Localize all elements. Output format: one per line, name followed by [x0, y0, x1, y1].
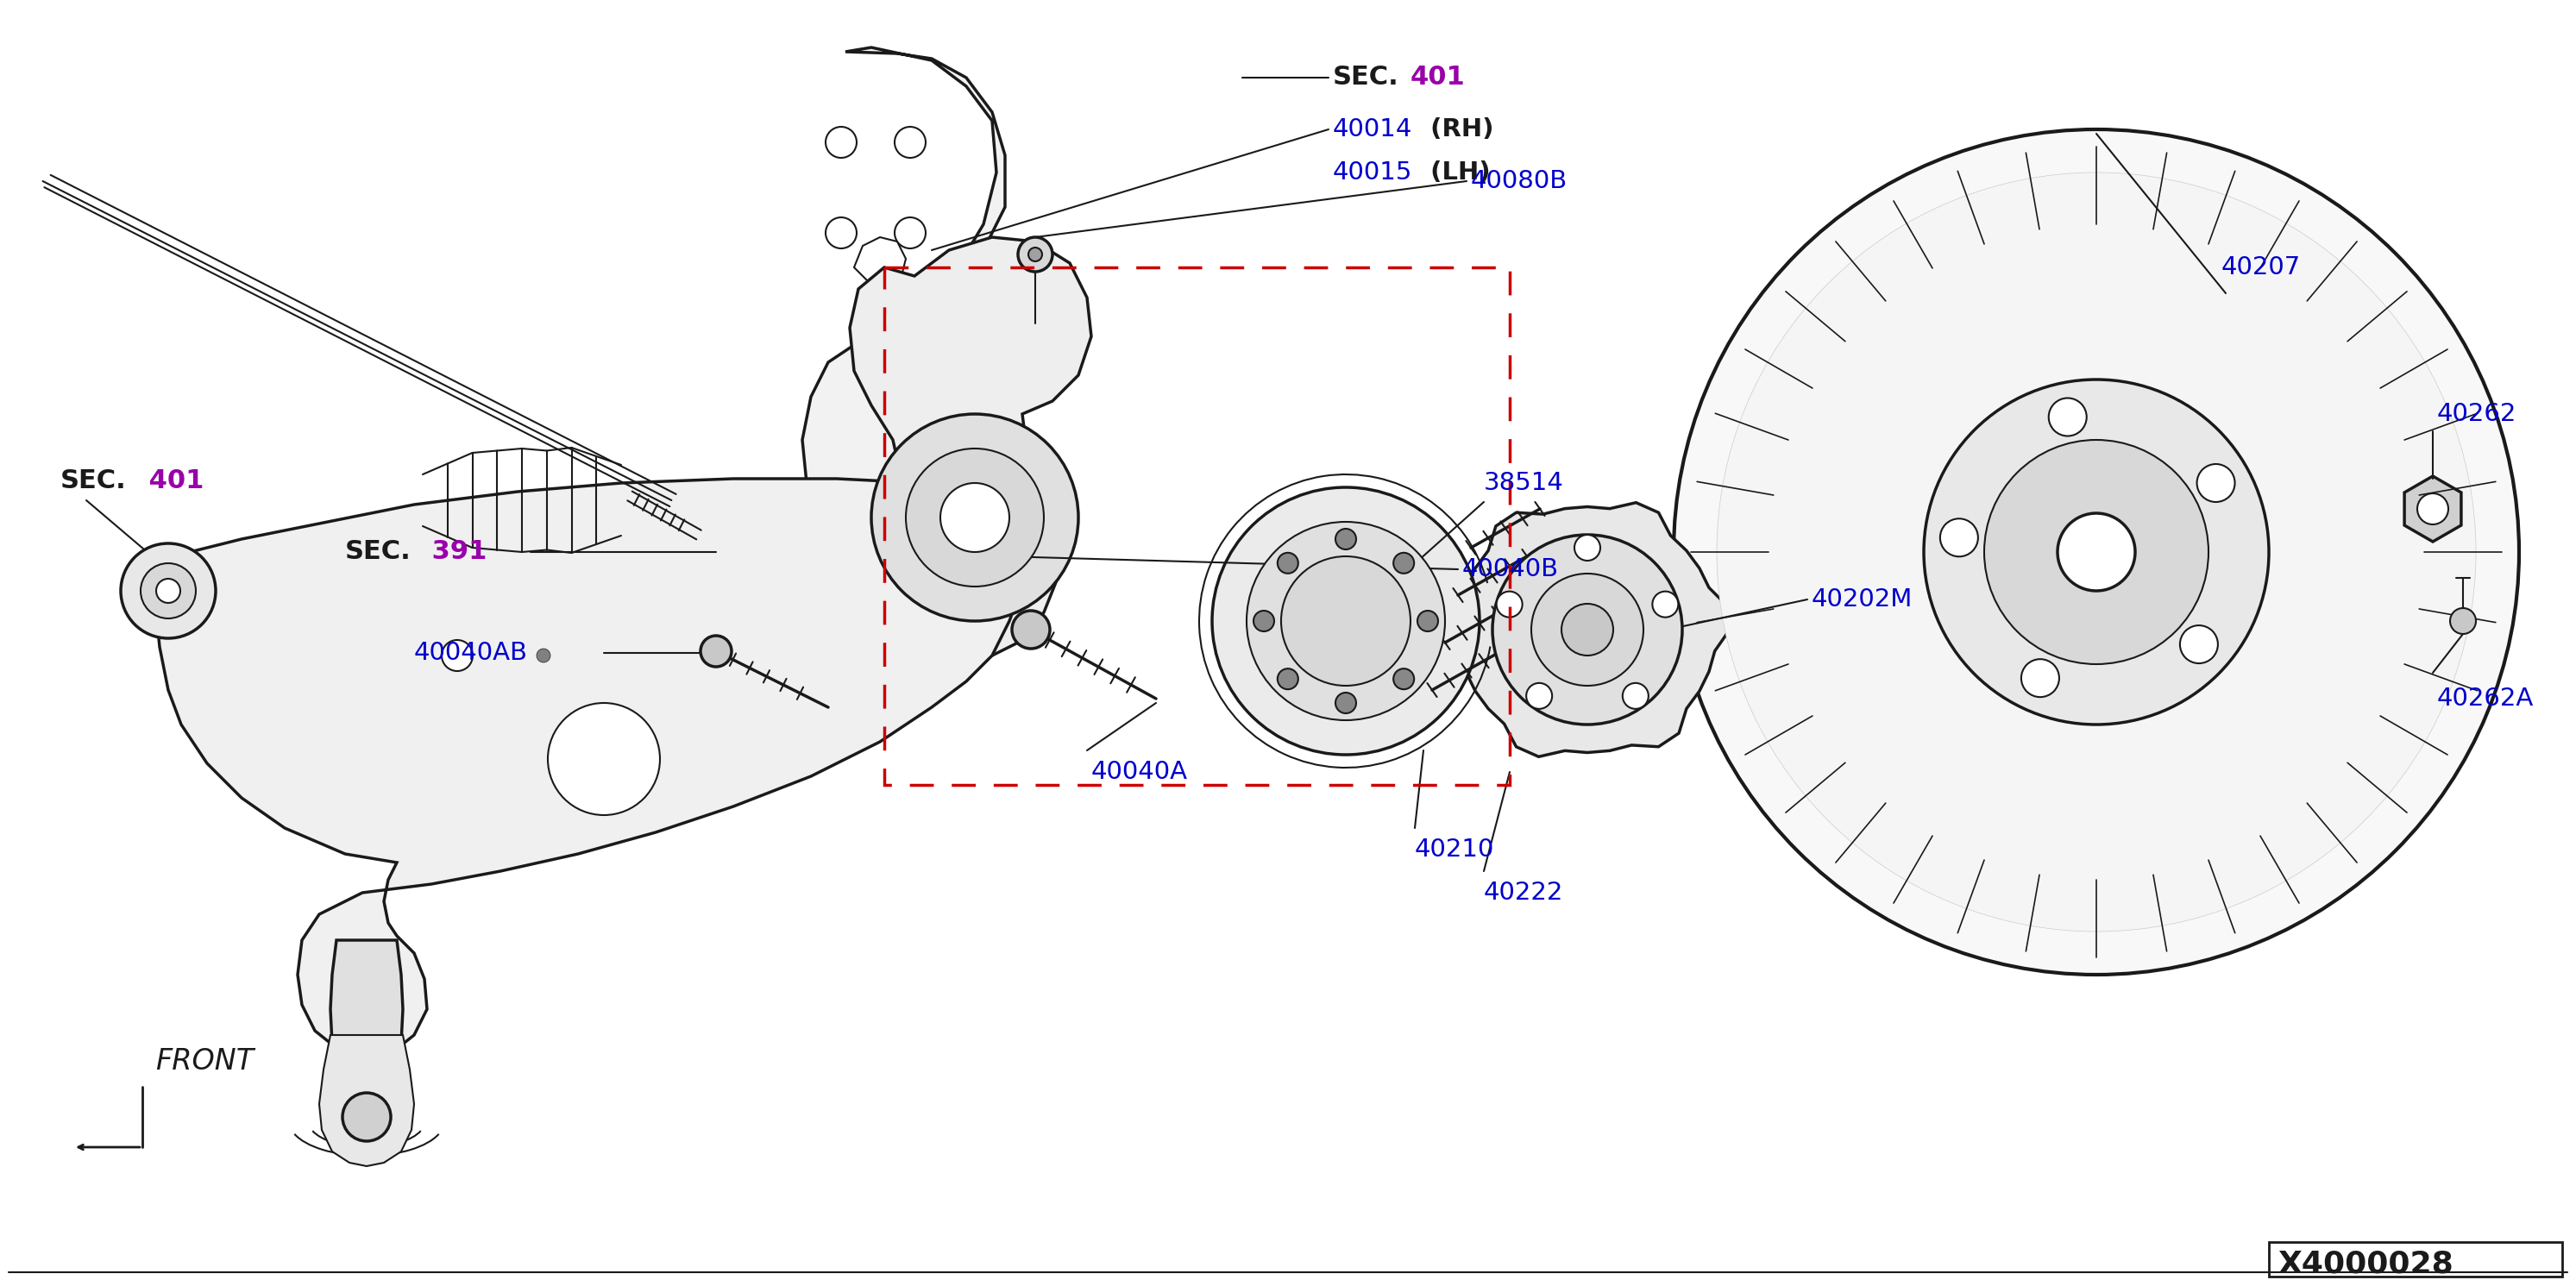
Circle shape — [2179, 626, 2218, 663]
Circle shape — [1255, 611, 1275, 631]
Circle shape — [894, 127, 925, 157]
Text: 40040B: 40040B — [1463, 557, 1558, 581]
Text: X4000028: X4000028 — [2277, 1249, 2452, 1279]
Text: 40262: 40262 — [2437, 402, 2517, 426]
Circle shape — [894, 218, 925, 248]
Text: 40015: 40015 — [1332, 160, 1412, 184]
Circle shape — [1334, 529, 1355, 549]
Circle shape — [157, 579, 180, 603]
Circle shape — [940, 483, 1010, 552]
Circle shape — [1651, 591, 1677, 617]
Circle shape — [824, 218, 858, 248]
Circle shape — [1334, 692, 1355, 713]
Circle shape — [2022, 659, 2058, 698]
Polygon shape — [855, 237, 907, 284]
Circle shape — [2450, 608, 2476, 634]
Circle shape — [1984, 440, 2208, 664]
Circle shape — [994, 550, 1007, 562]
Circle shape — [1525, 684, 1553, 709]
Circle shape — [1278, 553, 1298, 573]
Circle shape — [907, 448, 1043, 586]
Circle shape — [1394, 668, 1414, 690]
Circle shape — [1417, 611, 1437, 631]
Text: 38514: 38514 — [1484, 471, 1564, 495]
Text: 40014: 40014 — [1332, 118, 1412, 142]
Circle shape — [1012, 611, 1051, 649]
Circle shape — [1497, 591, 1522, 617]
Circle shape — [1940, 518, 1978, 557]
Polygon shape — [801, 47, 1005, 564]
Circle shape — [536, 649, 551, 663]
Text: FRONT: FRONT — [155, 1047, 255, 1075]
Circle shape — [1492, 535, 1682, 724]
Polygon shape — [850, 237, 1092, 664]
Polygon shape — [319, 1036, 415, 1166]
Text: SEC.: SEC. — [1332, 65, 1399, 90]
Text: SEC.: SEC. — [345, 539, 412, 564]
Polygon shape — [1445, 503, 1728, 756]
Circle shape — [1674, 129, 2519, 974]
Circle shape — [871, 413, 1079, 621]
Circle shape — [1924, 379, 2269, 724]
Text: 40207: 40207 — [2221, 255, 2300, 279]
Circle shape — [1028, 247, 1043, 261]
Circle shape — [2048, 398, 2087, 436]
Circle shape — [1018, 237, 1054, 271]
Polygon shape — [2403, 476, 2460, 541]
Circle shape — [142, 563, 196, 618]
Circle shape — [121, 544, 216, 639]
Polygon shape — [330, 941, 402, 1121]
Circle shape — [984, 541, 1018, 572]
Circle shape — [824, 127, 858, 157]
Text: (LH): (LH) — [1422, 160, 1492, 184]
Circle shape — [1247, 522, 1445, 721]
Text: 401: 401 — [139, 468, 204, 494]
Text: SEC.: SEC. — [59, 468, 126, 494]
Circle shape — [549, 703, 659, 815]
Text: 40040A: 40040A — [1092, 760, 1188, 785]
Circle shape — [2197, 465, 2236, 502]
Circle shape — [2058, 513, 2136, 591]
Circle shape — [440, 640, 474, 671]
Circle shape — [1278, 668, 1298, 690]
Text: 401: 401 — [1412, 65, 1466, 90]
Polygon shape — [155, 479, 1028, 1056]
Text: 40210: 40210 — [1414, 837, 1494, 861]
Text: 391: 391 — [422, 539, 487, 564]
Circle shape — [1574, 535, 1600, 561]
Circle shape — [1623, 684, 1649, 709]
Circle shape — [1280, 557, 1412, 686]
Text: (RH): (RH) — [1422, 118, 1494, 142]
Circle shape — [1716, 173, 2476, 932]
Circle shape — [1213, 488, 1479, 755]
Text: 40080B: 40080B — [1471, 169, 1569, 193]
Circle shape — [2416, 493, 2447, 525]
Circle shape — [1561, 604, 1613, 655]
Text: 40040AB: 40040AB — [415, 641, 528, 666]
Text: 40222: 40222 — [1484, 881, 1564, 905]
Circle shape — [343, 1093, 392, 1142]
Circle shape — [1394, 553, 1414, 573]
Circle shape — [1530, 573, 1643, 686]
Text: 40262A: 40262A — [2437, 686, 2535, 710]
Circle shape — [701, 636, 732, 667]
Text: 40202M: 40202M — [1811, 588, 1914, 612]
